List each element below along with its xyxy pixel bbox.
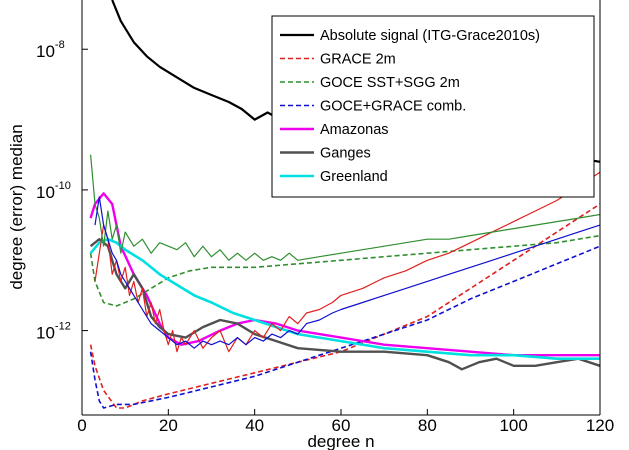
x-tick-label-2: 40 bbox=[245, 416, 264, 435]
x-tick-label-4: 80 bbox=[418, 416, 437, 435]
legend-entry-1: GRACE 2m bbox=[320, 52, 396, 68]
legend-entry-2: GOCE SST+SGG 2m bbox=[320, 75, 460, 91]
legend-entry-3: GOCE+GRACE comb. bbox=[320, 99, 466, 115]
legend-entry-4: Amazonas bbox=[320, 122, 389, 138]
y-tick-label-0: 10-8 bbox=[36, 39, 65, 61]
legend-entry-6: Greenland bbox=[320, 169, 388, 185]
legend-entry-5: Ganges bbox=[320, 146, 371, 162]
x-axis-label: degree n bbox=[307, 432, 374, 450]
x-tick-label-0: 0 bbox=[77, 416, 86, 435]
x-tick-label-1: 20 bbox=[159, 416, 178, 435]
legend-entry-0: Absolute signal (ITG-Grace2010s) bbox=[320, 28, 540, 44]
y-tick-label-1: 10-10 bbox=[36, 180, 71, 202]
y-tick-label-2: 10-12 bbox=[36, 321, 71, 343]
x-tick-label-6: 120 bbox=[586, 416, 614, 435]
x-tick-label-5: 100 bbox=[499, 416, 527, 435]
legend: Absolute signal (ITG-Grace2010s) GRACE 2m… bbox=[272, 16, 594, 197]
y-axis-label: degree (error) median bbox=[7, 124, 26, 289]
